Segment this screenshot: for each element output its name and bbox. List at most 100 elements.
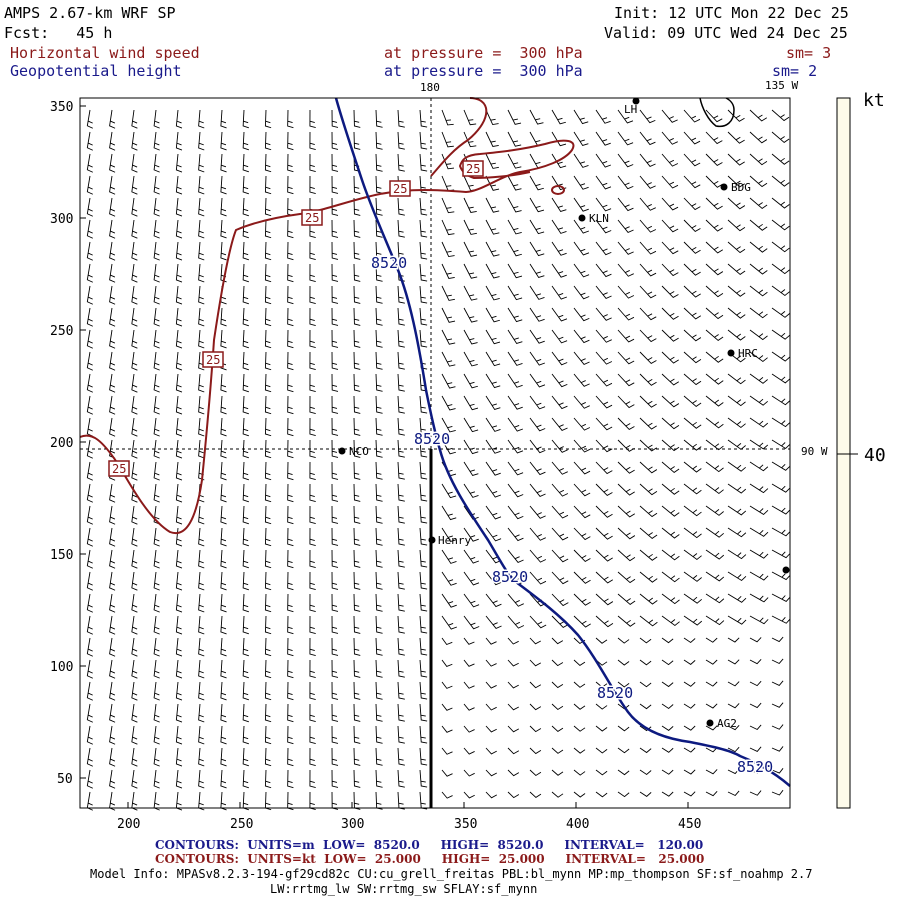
wind-barb xyxy=(309,681,316,701)
wind-barb xyxy=(727,483,747,494)
wind-barb xyxy=(198,219,205,239)
wind-barb xyxy=(573,747,586,754)
wind-barb xyxy=(661,527,680,539)
meridian-label-90w: 90 W xyxy=(801,445,828,458)
wind-contour-label-text: 25 xyxy=(305,211,319,225)
wind-barb xyxy=(727,417,746,429)
wind-barb xyxy=(175,219,183,239)
wind-barb xyxy=(683,703,696,709)
wind-barb xyxy=(419,725,428,744)
wind-barb xyxy=(485,725,497,733)
wind-barb xyxy=(331,241,339,260)
wind-barb xyxy=(419,109,428,128)
wind-barb xyxy=(109,637,116,657)
wind-barb xyxy=(153,439,160,459)
wind-barb xyxy=(749,483,769,494)
wind-barb xyxy=(198,659,205,679)
wind-barb xyxy=(727,615,747,625)
wind-barb xyxy=(441,593,457,608)
wind-barb xyxy=(551,219,567,234)
wind-barb xyxy=(529,571,547,585)
wind-barb xyxy=(331,175,339,194)
wind-barb xyxy=(683,417,702,429)
wind-barb xyxy=(419,241,428,260)
station-label: KLN xyxy=(589,212,609,225)
wind-barbs xyxy=(86,109,791,811)
wind-barb xyxy=(749,680,762,687)
field1-name: Horizontal wind speed xyxy=(10,44,200,62)
wind-barb xyxy=(463,681,475,689)
wind-barb xyxy=(661,175,679,189)
wind-barb xyxy=(771,724,784,730)
wind-barb xyxy=(485,593,502,608)
wind-barb xyxy=(353,461,361,480)
wind-barb xyxy=(463,373,478,389)
wind-barb xyxy=(131,241,138,261)
wind-barb xyxy=(441,197,455,214)
wind-barb xyxy=(309,285,316,305)
wind-barb xyxy=(771,197,790,209)
wind-barb xyxy=(419,197,428,216)
wind-barb xyxy=(727,395,746,407)
wind-barb xyxy=(749,724,762,731)
wind-barb xyxy=(264,703,272,723)
wind-barb xyxy=(309,329,316,349)
wind-barb xyxy=(705,747,718,753)
wind-barb xyxy=(485,483,502,498)
wind-barb xyxy=(287,791,294,811)
wind-barb xyxy=(397,637,405,656)
wind-barb xyxy=(617,373,635,387)
wind-barb xyxy=(639,307,657,321)
wind-barb xyxy=(353,769,361,788)
wind-barb xyxy=(463,703,475,711)
wind-barb xyxy=(109,527,116,547)
meridian-label-135w: 135 W xyxy=(765,79,798,92)
wind-barb xyxy=(463,395,479,411)
wind-barb xyxy=(507,527,524,542)
wind-barb xyxy=(441,417,456,433)
wind-barb xyxy=(397,219,405,238)
wind-barb xyxy=(309,351,316,371)
wind-barb xyxy=(727,703,740,709)
wind-barb xyxy=(375,703,383,722)
wind-barb xyxy=(661,571,680,583)
wind-barb xyxy=(639,659,652,666)
wind-barb xyxy=(485,307,500,323)
wind-barb xyxy=(309,593,316,613)
wind-barb xyxy=(705,549,725,560)
wind-barb xyxy=(242,417,249,437)
wind-barb xyxy=(551,307,568,322)
wind-barb xyxy=(551,395,568,410)
wind-barb xyxy=(198,241,205,261)
wind-barb xyxy=(441,571,457,586)
wind-barb xyxy=(86,329,93,349)
wind-barb xyxy=(463,219,477,235)
wind-barb xyxy=(397,417,405,436)
wind-barb xyxy=(397,439,405,458)
wind-barb xyxy=(485,131,499,147)
wind-barb xyxy=(353,659,361,678)
wind-barb xyxy=(175,659,183,679)
wind-barb xyxy=(153,307,160,327)
station-henry: Henry xyxy=(428,534,471,547)
wind-barb xyxy=(573,153,589,168)
wind-barb xyxy=(485,329,501,345)
wind-barb xyxy=(595,769,608,776)
wind-barb xyxy=(639,791,652,797)
wind-barb xyxy=(331,153,339,172)
wind-barb xyxy=(331,351,339,370)
wind-barb xyxy=(264,219,272,239)
wind-barb xyxy=(419,219,428,238)
field1-smoothing: sm= 3 xyxy=(786,44,832,62)
wind-barb xyxy=(375,571,383,590)
wind-barb xyxy=(441,329,456,345)
wind-barb xyxy=(441,219,455,236)
init-time: Init: 12 UTC Mon 22 Dec 25 xyxy=(614,4,849,22)
wind-barb xyxy=(109,395,116,415)
wind-barb xyxy=(175,439,183,459)
wind-barb xyxy=(397,505,405,524)
wind-barb xyxy=(331,769,339,788)
wind-barb xyxy=(573,439,591,453)
wind-barb xyxy=(353,637,361,656)
wind-barb xyxy=(353,791,361,810)
